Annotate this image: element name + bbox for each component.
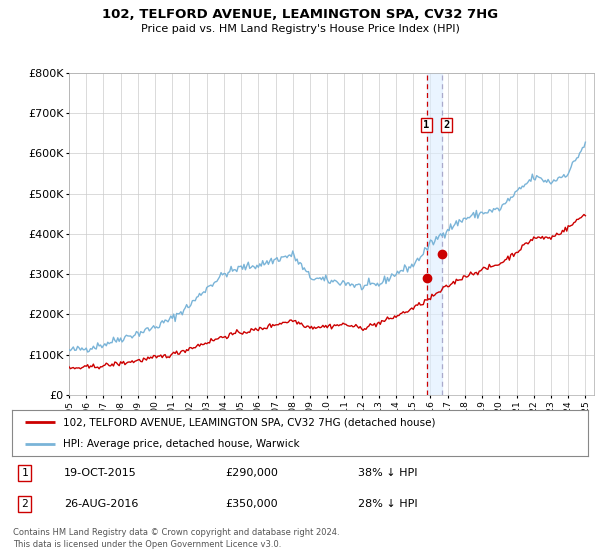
Text: 2: 2: [21, 500, 28, 510]
Text: £350,000: £350,000: [225, 500, 278, 510]
Text: 2: 2: [443, 120, 449, 130]
Text: 1: 1: [21, 468, 28, 478]
Text: This data is licensed under the Open Government Licence v3.0.: This data is licensed under the Open Gov…: [13, 540, 281, 549]
Text: 102, TELFORD AVENUE, LEAMINGTON SPA, CV32 7HG: 102, TELFORD AVENUE, LEAMINGTON SPA, CV3…: [102, 8, 498, 21]
Text: 28% ↓ HPI: 28% ↓ HPI: [358, 500, 417, 510]
Text: Contains HM Land Registry data © Crown copyright and database right 2024.: Contains HM Land Registry data © Crown c…: [13, 528, 340, 536]
Text: 38% ↓ HPI: 38% ↓ HPI: [358, 468, 417, 478]
Text: 1: 1: [423, 120, 429, 130]
Bar: [427, 73, 442, 395]
Text: Price paid vs. HM Land Registry's House Price Index (HPI): Price paid vs. HM Land Registry's House …: [140, 24, 460, 34]
Text: 19-OCT-2015: 19-OCT-2015: [64, 468, 137, 478]
Text: 102, TELFORD AVENUE, LEAMINGTON SPA, CV32 7HG (detached house): 102, TELFORD AVENUE, LEAMINGTON SPA, CV3…: [62, 417, 435, 427]
Text: HPI: Average price, detached house, Warwick: HPI: Average price, detached house, Warw…: [62, 439, 299, 449]
Text: 26-AUG-2016: 26-AUG-2016: [64, 500, 138, 510]
Text: £290,000: £290,000: [225, 468, 278, 478]
